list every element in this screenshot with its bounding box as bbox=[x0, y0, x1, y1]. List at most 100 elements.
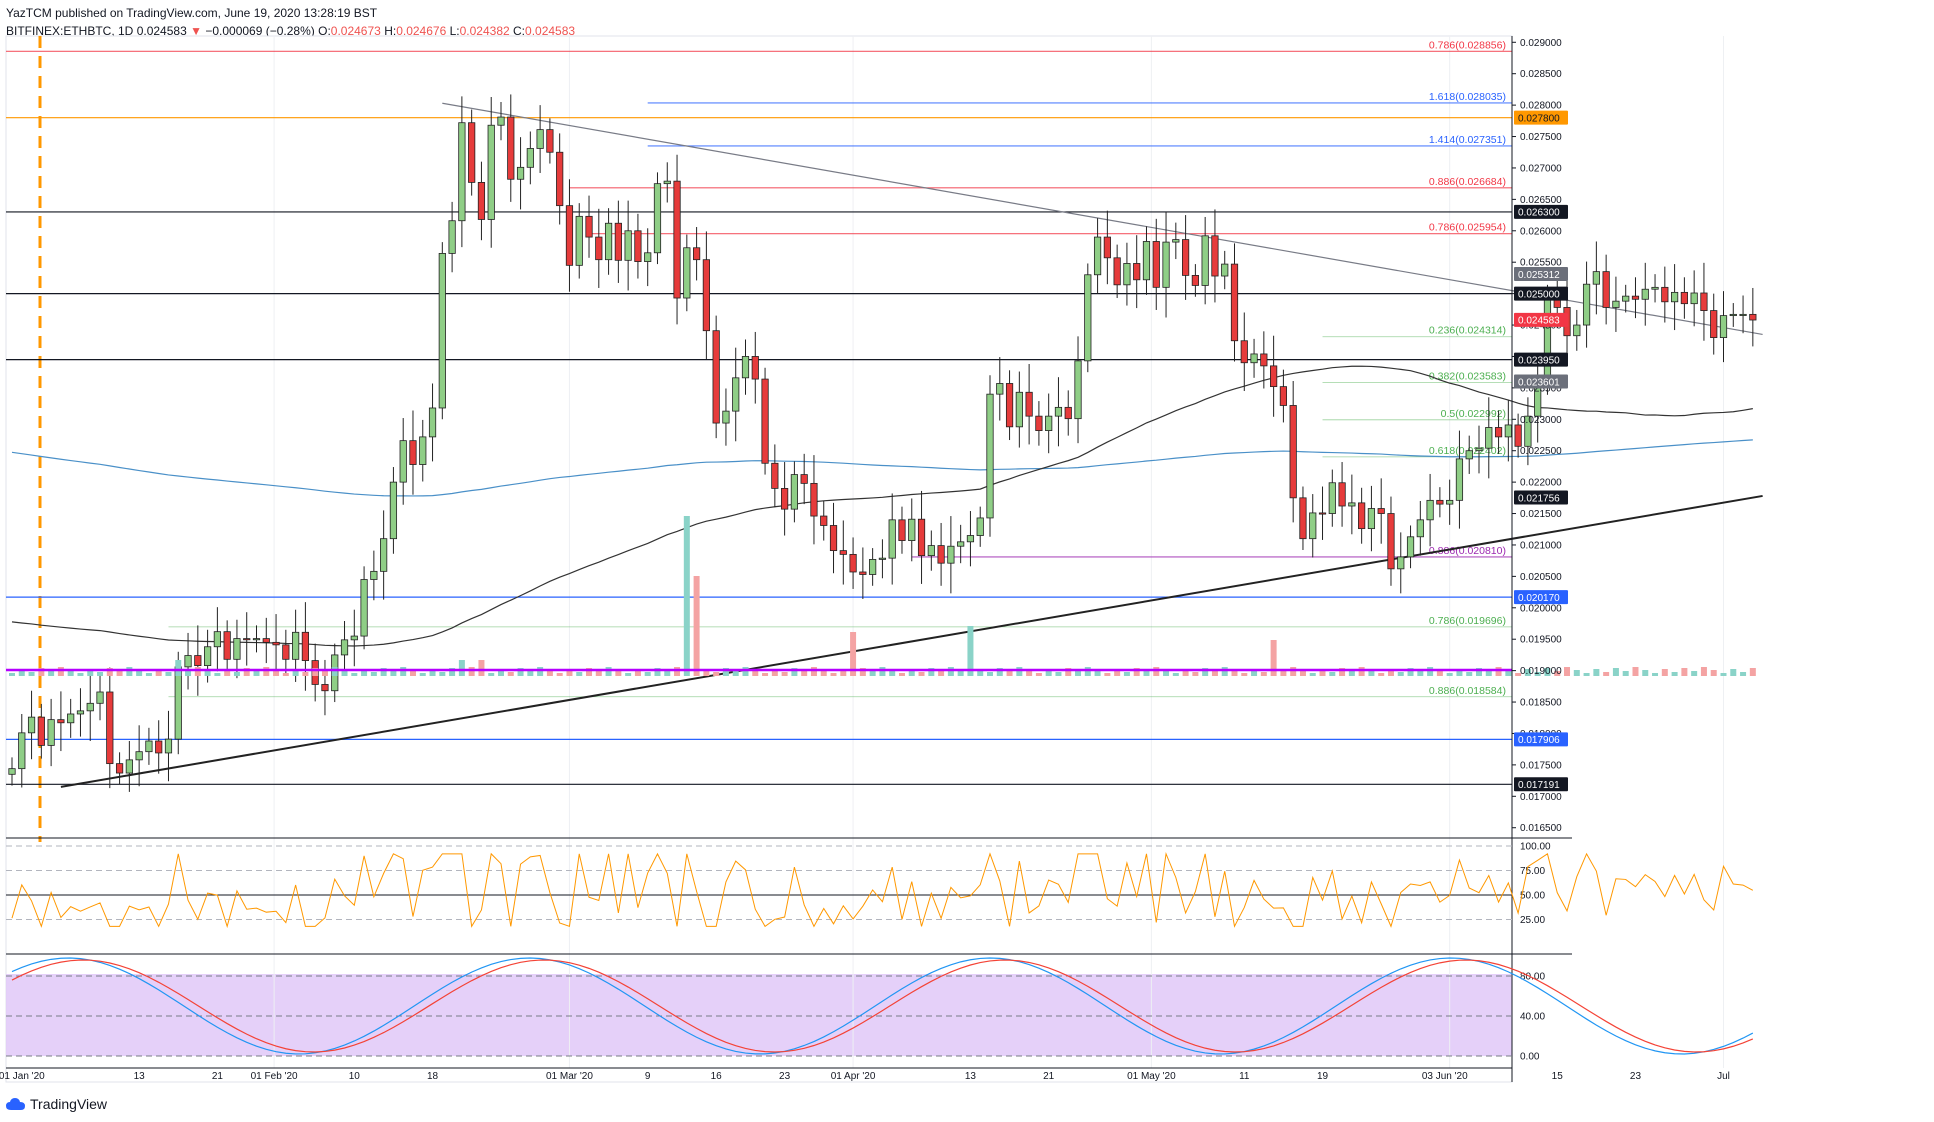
tradingview-branding[interactable]: TradingView bbox=[6, 1096, 107, 1112]
volume-bar bbox=[546, 670, 553, 676]
volume-bar bbox=[429, 669, 436, 676]
volume-bar bbox=[644, 672, 651, 676]
volume-bar bbox=[9, 673, 15, 676]
volume-bar bbox=[996, 668, 1003, 676]
volume-bar bbox=[351, 673, 358, 676]
candle-body bbox=[1475, 447, 1483, 452]
volume-bar bbox=[155, 669, 162, 676]
candle-body bbox=[8, 768, 16, 775]
price-tag-label: 0.023950 bbox=[1518, 355, 1560, 366]
candle-body bbox=[145, 740, 153, 753]
time-tick-label: 13 bbox=[134, 1071, 146, 1082]
volume-bar bbox=[1749, 668, 1756, 676]
candle-body bbox=[1739, 313, 1747, 316]
candle-body bbox=[233, 638, 241, 660]
volume-bar bbox=[18, 669, 25, 676]
volume-bar bbox=[1114, 669, 1121, 676]
volume-bar bbox=[654, 668, 661, 676]
fib-label: 0.786(0.019696) bbox=[1429, 615, 1506, 627]
candle-body bbox=[497, 116, 505, 126]
candle-body bbox=[135, 751, 143, 761]
time-tick-label: 21 bbox=[212, 1071, 224, 1082]
price-tag bbox=[1514, 352, 1568, 367]
volume-bar bbox=[292, 669, 299, 676]
candle-body bbox=[321, 684, 329, 692]
candle-body bbox=[1240, 340, 1248, 364]
stoch-d-line bbox=[11, 959, 1754, 1053]
fib-label: 1.618(0.028035) bbox=[1429, 91, 1506, 103]
candle-body bbox=[1661, 286, 1669, 303]
fib-label: 0.5(0.022992) bbox=[1441, 408, 1506, 420]
volume-bar bbox=[957, 670, 964, 676]
chart-header: YazTCM published on TradingView.com, Jun… bbox=[6, 4, 575, 40]
publisher-line: YazTCM published on TradingView.com, Jun… bbox=[6, 6, 378, 20]
volume-bar bbox=[1182, 669, 1189, 676]
volume-bar bbox=[1554, 671, 1561, 676]
volume-bar bbox=[458, 660, 465, 676]
price-tag bbox=[1514, 286, 1568, 301]
time-tick-label: 23 bbox=[1630, 1071, 1642, 1082]
candle-body bbox=[1093, 236, 1102, 276]
candle-body bbox=[1054, 406, 1063, 417]
candle-body bbox=[477, 182, 486, 220]
candle-body bbox=[1416, 519, 1424, 538]
candle-body bbox=[1328, 482, 1336, 514]
volume-bar bbox=[1534, 672, 1541, 676]
volume-bar bbox=[987, 672, 993, 676]
candle-body bbox=[1270, 365, 1278, 388]
candle-body bbox=[1397, 556, 1405, 570]
candle-body bbox=[1191, 274, 1199, 286]
ohlc-high-label: H: bbox=[384, 24, 397, 38]
candle-body bbox=[1377, 508, 1385, 514]
price-tag-label: 0.020170 bbox=[1518, 593, 1560, 604]
candle-body bbox=[1015, 391, 1023, 428]
candle-body bbox=[380, 538, 388, 572]
volume-bar bbox=[1593, 669, 1600, 676]
volume-bar bbox=[1476, 668, 1482, 676]
volume-bar bbox=[1485, 671, 1492, 676]
volume-bar bbox=[1172, 673, 1179, 676]
candle-body bbox=[1064, 406, 1072, 420]
candle-body bbox=[1700, 292, 1708, 311]
candle-body bbox=[653, 183, 662, 254]
candle-body bbox=[1084, 274, 1092, 362]
volume-bar bbox=[1573, 670, 1580, 676]
rsi-panel: 100.00 75.00 50.00 25.00 bbox=[6, 837, 1754, 929]
candle-body bbox=[1710, 310, 1718, 339]
volume-bar bbox=[908, 669, 915, 676]
volume-bar bbox=[214, 673, 221, 676]
volume-bar bbox=[1221, 667, 1228, 676]
volume-bar bbox=[664, 671, 671, 676]
rsi-line bbox=[11, 851, 1754, 929]
candle-body bbox=[370, 570, 378, 580]
candle-body bbox=[516, 166, 525, 180]
candle-body bbox=[272, 641, 280, 646]
volume-bar bbox=[488, 673, 495, 676]
time-tick-label: 9 bbox=[645, 1071, 651, 1082]
volume-bar bbox=[1260, 672, 1267, 676]
candle-body bbox=[1690, 292, 1698, 305]
candle-body bbox=[536, 129, 544, 149]
volume-bar bbox=[1417, 671, 1424, 676]
price-tag bbox=[1514, 267, 1568, 282]
candle-body bbox=[683, 247, 691, 299]
candle-body bbox=[927, 545, 935, 557]
price-axis: 0.029000 0.028500 0.028000 0.027500 0.027000… bbox=[1511, 36, 1562, 1082]
candle-body bbox=[1221, 263, 1229, 277]
volume-bar bbox=[1524, 669, 1531, 676]
time-tick-label: 01 Mar '20 bbox=[546, 1071, 593, 1082]
volume-bar bbox=[1075, 671, 1082, 676]
candle-body bbox=[428, 407, 437, 438]
candle-body bbox=[849, 553, 857, 573]
volume-bar bbox=[224, 669, 231, 676]
price-tag-label: 0.024583 bbox=[1518, 316, 1560, 327]
volume-bar bbox=[1446, 673, 1453, 676]
candle-body bbox=[399, 440, 407, 483]
volume-bar bbox=[136, 670, 143, 676]
volume-bar bbox=[742, 667, 749, 676]
price-tick-label: 0.017000 bbox=[1520, 792, 1562, 803]
volume-bar bbox=[1681, 668, 1688, 676]
candle-body bbox=[1367, 508, 1376, 530]
rsi-tick-label: 75.00 bbox=[1520, 866, 1545, 877]
